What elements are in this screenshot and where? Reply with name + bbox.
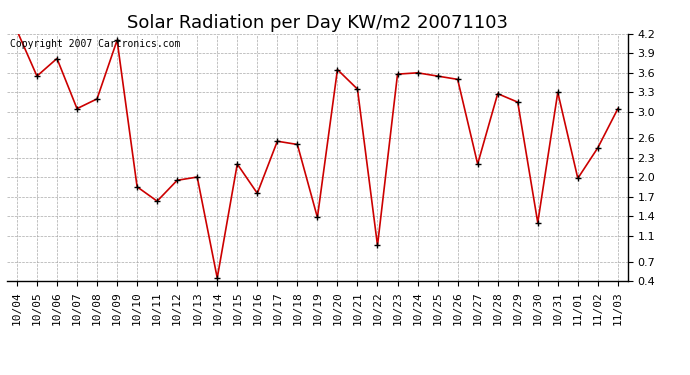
Text: Copyright 2007 Cartronics.com: Copyright 2007 Cartronics.com [10, 39, 180, 49]
Title: Solar Radiation per Day KW/m2 20071103: Solar Radiation per Day KW/m2 20071103 [127, 14, 508, 32]
